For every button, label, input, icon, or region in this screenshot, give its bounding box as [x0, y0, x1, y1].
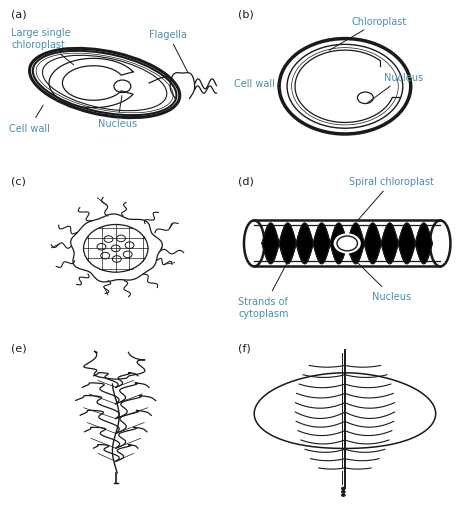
Text: Nucleus: Nucleus	[368, 73, 423, 104]
Text: Strands of
cytoplasm: Strands of cytoplasm	[238, 264, 289, 319]
Text: Nucleus: Nucleus	[349, 255, 411, 301]
Text: Chloroplast: Chloroplast	[329, 17, 407, 51]
Text: (f): (f)	[238, 343, 251, 354]
Text: Flagella: Flagella	[149, 30, 188, 73]
Text: Spiral chloroplast: Spiral chloroplast	[350, 177, 434, 221]
Text: (b): (b)	[238, 10, 254, 20]
Text: Cell wall: Cell wall	[9, 106, 50, 133]
Text: Large single
chloroplast: Large single chloroplast	[11, 28, 74, 66]
Circle shape	[342, 491, 345, 493]
Text: Nucleus: Nucleus	[98, 96, 137, 128]
Circle shape	[334, 234, 360, 254]
Circle shape	[342, 494, 345, 496]
Circle shape	[342, 487, 345, 490]
Text: (d): (d)	[238, 177, 254, 187]
Text: (e): (e)	[11, 343, 27, 354]
Text: (a): (a)	[11, 10, 27, 20]
Text: (c): (c)	[11, 177, 26, 187]
Text: Cell wall: Cell wall	[234, 79, 279, 89]
